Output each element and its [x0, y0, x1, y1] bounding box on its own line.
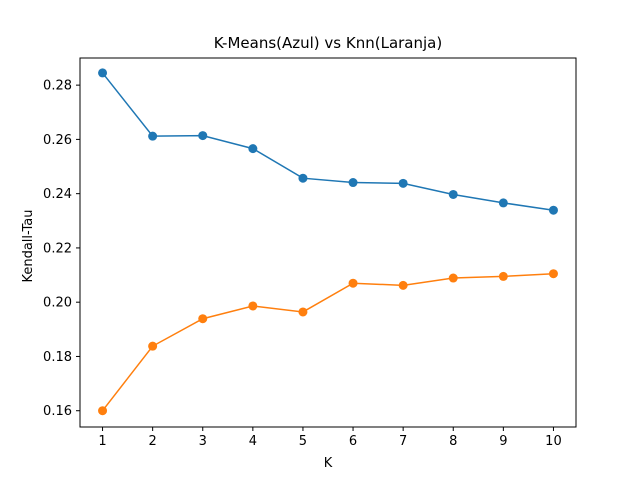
series-1-point [148, 131, 158, 141]
series-2-point [148, 341, 158, 351]
series-1-line [101, 72, 554, 211]
x-tick-label: 4 [249, 434, 257, 449]
y-tick-label: 0.26 [43, 133, 72, 148]
y-tick-label: 0.24 [43, 187, 72, 202]
series-1-point [348, 178, 358, 188]
y-tick-label: 0.22 [43, 241, 72, 256]
y-tick-label: 0.16 [43, 404, 72, 419]
series-2-line [101, 272, 554, 412]
series-1 [98, 68, 558, 215]
series-1-point [448, 189, 458, 199]
x-tick-label: 9 [499, 434, 507, 449]
series-2-point [98, 406, 108, 416]
plot-frame [79, 57, 577, 428]
series-2-point [248, 301, 258, 311]
series-2-point [348, 278, 358, 288]
series-1-point [98, 68, 108, 78]
y-tick-label: 0.20 [43, 296, 72, 311]
x-tick-label: 8 [449, 434, 457, 449]
series-1-point [298, 173, 308, 183]
axes-layer: 1 2 3 4 5 6 7 8 9 10 0.16 0.18 0.20 0.22 0.24 0.26 0.28 [43, 57, 577, 449]
series-1-point [398, 178, 408, 188]
series-1-point [198, 131, 208, 141]
series-2-point [448, 273, 458, 283]
series-layer [98, 68, 558, 416]
x-tick-label: 10 [545, 434, 562, 449]
x-tick-label: 6 [349, 434, 357, 449]
series-2-point [498, 271, 508, 281]
series-2-point [198, 314, 208, 324]
y-tick-label: 0.28 [43, 79, 72, 94]
x-tick-label: 1 [98, 434, 106, 449]
x-tick-label: 2 [149, 434, 157, 449]
x-tick-label: 7 [399, 434, 407, 449]
series-2 [98, 269, 558, 416]
y-axis-label: Kendall-Tau [21, 209, 36, 282]
series-2-point [398, 280, 408, 290]
series-2-point [548, 269, 558, 279]
chart-title: K-Means(Azul) vs Knn(Laranja) [214, 34, 442, 52]
series-1-point [548, 205, 558, 215]
series-2-point [298, 307, 308, 317]
x-tick-label: 3 [199, 434, 207, 449]
x-axis-label: K [324, 456, 333, 471]
series-1-point [248, 144, 258, 154]
y-tick-label: 0.18 [43, 350, 72, 365]
series-1-point [498, 198, 508, 208]
x-tick-label: 5 [299, 434, 307, 449]
